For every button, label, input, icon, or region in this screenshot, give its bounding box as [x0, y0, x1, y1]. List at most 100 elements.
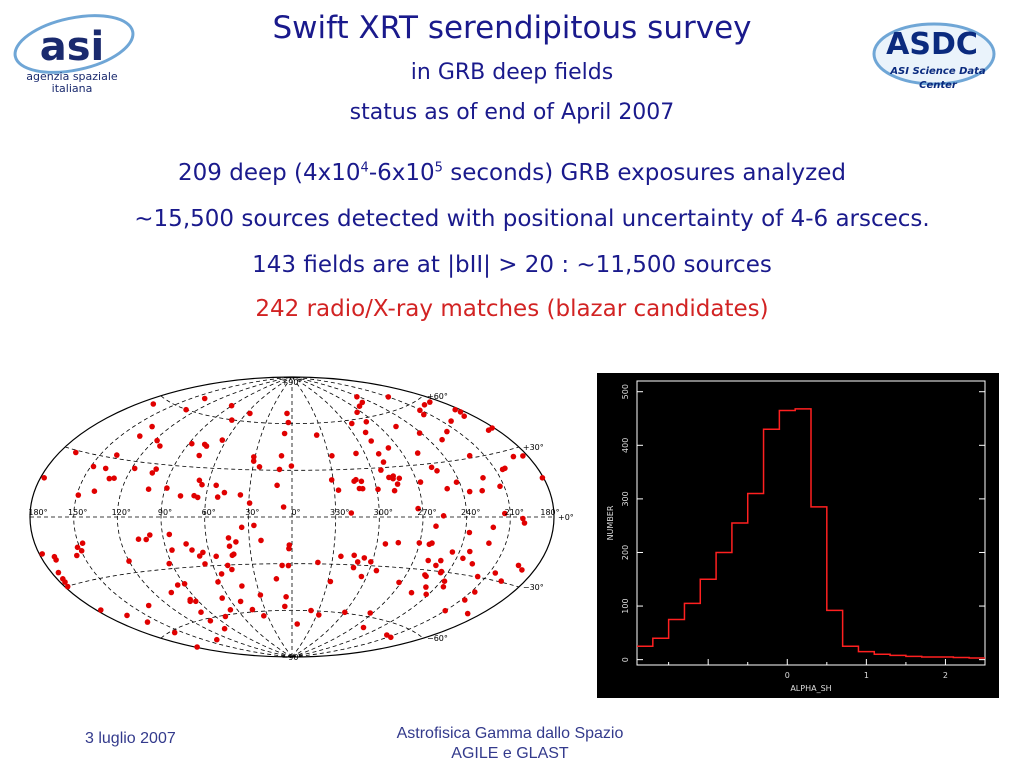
source-point	[258, 537, 264, 544]
source-point	[229, 566, 235, 573]
source-point	[415, 505, 421, 512]
source-point	[485, 427, 492, 433]
source-point	[423, 584, 429, 590]
source-point	[222, 613, 229, 620]
source-point	[229, 552, 236, 559]
y-tick-label: 100	[621, 598, 630, 613]
source-point	[349, 420, 355, 427]
source-point	[135, 536, 142, 542]
stat-exposures-post: seconds) GRB exposures analyzed	[442, 160, 846, 186]
source-point	[373, 567, 380, 574]
source-point	[497, 483, 503, 490]
y-axis-label: NUMBER	[606, 505, 615, 540]
source-point	[391, 487, 398, 494]
source-point	[183, 541, 189, 547]
x-tick-label: 2	[943, 671, 948, 680]
source-point	[356, 403, 363, 409]
source-point	[194, 644, 200, 650]
longitude-label: 90°	[158, 508, 172, 517]
source-point	[281, 430, 288, 437]
source-point	[390, 473, 397, 479]
source-point	[358, 478, 365, 485]
source-point	[368, 438, 375, 444]
source-point	[247, 410, 253, 417]
longitude-line	[291, 376, 511, 658]
source-point	[75, 492, 82, 498]
longitude-label: 210°	[505, 508, 524, 517]
source-point	[221, 489, 228, 496]
sky-map-grid	[29, 376, 555, 658]
source-point	[515, 562, 522, 569]
source-point	[147, 532, 153, 538]
source-point	[145, 602, 152, 609]
source-point	[187, 598, 193, 605]
source-point	[226, 543, 233, 549]
source-point	[353, 476, 359, 483]
source-point	[338, 553, 344, 560]
sky-map-points	[39, 394, 546, 650]
source-point	[174, 582, 181, 588]
source-point	[177, 493, 184, 499]
source-point	[434, 468, 440, 474]
source-point	[202, 561, 208, 567]
source-point	[362, 429, 369, 436]
source-point	[439, 436, 445, 443]
source-point	[396, 475, 403, 482]
stat-exposures-sup-2: 5	[434, 160, 443, 176]
source-point	[189, 547, 195, 553]
source-point	[375, 486, 381, 493]
source-point	[60, 576, 66, 582]
slide-title: Swift XRT serendipitous survey	[272, 10, 752, 46]
y-tick-label: 500	[621, 384, 630, 399]
source-point	[469, 561, 476, 567]
source-point	[251, 522, 257, 529]
source-point	[286, 542, 293, 548]
longitude-label: 120°	[112, 508, 131, 517]
source-point	[502, 465, 508, 472]
source-point	[433, 562, 439, 569]
longitude-label: 180°	[28, 508, 47, 517]
source-point	[157, 443, 163, 449]
source-point	[421, 402, 428, 408]
longitude-line	[73, 376, 293, 658]
source-point	[444, 428, 450, 435]
source-point	[200, 549, 206, 556]
asdc-logo-text-2: Center	[919, 80, 958, 91]
source-point	[520, 515, 526, 522]
source-point	[168, 589, 175, 596]
source-point	[181, 581, 188, 587]
source-point	[472, 589, 478, 595]
footer-title: Astrofisica Gamma dallo Spazio AGILE e G…	[340, 724, 680, 764]
source-point	[90, 463, 97, 470]
source-point	[358, 573, 365, 580]
source-point	[193, 598, 199, 605]
longitude-line	[291, 376, 337, 658]
source-point	[294, 621, 301, 627]
asi-logo: asi agenzia spaziale italiana	[13, 14, 135, 95]
source-point	[214, 636, 220, 643]
source-point	[183, 406, 189, 413]
longitude-label: 0°	[291, 508, 300, 517]
source-point	[233, 539, 239, 545]
source-point	[444, 485, 451, 492]
source-point	[219, 595, 225, 601]
x-tick-label: 1	[864, 671, 869, 680]
asdc-logo-mark: ASDC	[886, 27, 978, 62]
source-point	[354, 559, 361, 565]
source-point	[285, 419, 292, 426]
source-point	[218, 571, 225, 577]
stat-exposures-pre: 209 deep (4x10	[178, 160, 361, 186]
source-point	[441, 578, 448, 584]
source-point	[375, 451, 382, 457]
source-point	[423, 591, 430, 598]
source-point	[521, 520, 528, 526]
y-tick-label: 200	[621, 545, 630, 560]
source-point	[250, 458, 257, 464]
source-point	[453, 479, 460, 485]
source-point	[164, 485, 170, 491]
source-point	[154, 437, 160, 444]
stat-exposures-mid: -6x10	[368, 160, 435, 186]
source-point	[144, 619, 151, 625]
source-point	[360, 624, 367, 631]
stat-exposures: 209 deep (4x104-6x105 seconds) GRB expos…	[0, 160, 1024, 186]
